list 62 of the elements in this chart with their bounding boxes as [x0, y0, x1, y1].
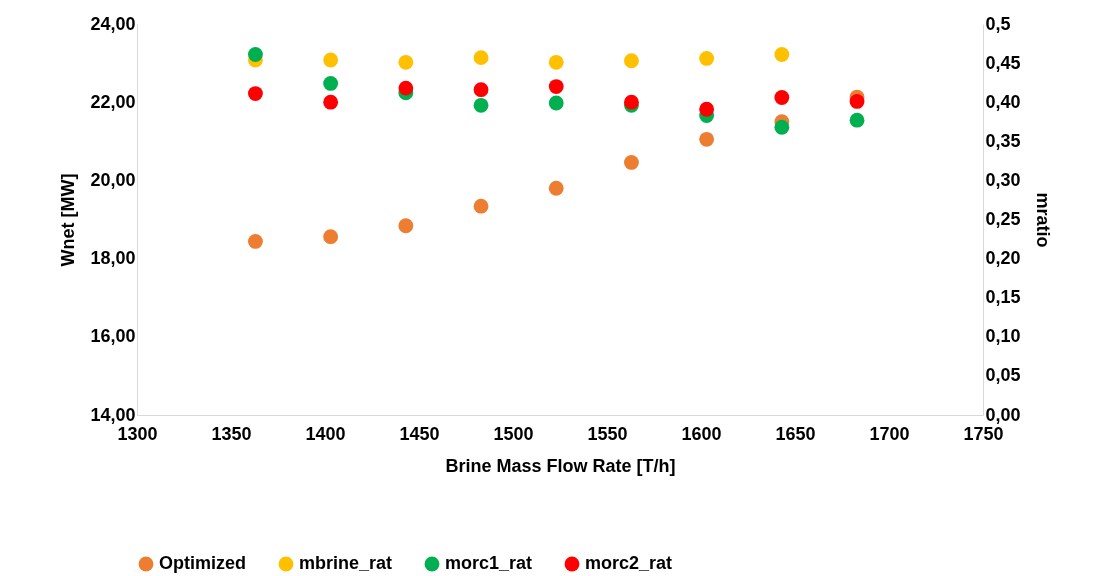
point	[849, 112, 865, 128]
point	[248, 47, 263, 62]
point	[248, 233, 263, 249]
point	[548, 79, 564, 94]
y-tick-label: 20,00	[90, 169, 136, 190]
point	[624, 155, 639, 170]
x-tick-label: 1650	[775, 423, 816, 444]
point	[473, 82, 489, 98]
y2-tick-label: 0,20	[985, 248, 1021, 269]
y2-tick-label: 0,45	[985, 52, 1021, 73]
x-tick-label: 1400	[305, 423, 346, 444]
y2-tick-label: 0,10	[985, 326, 1021, 347]
point	[473, 97, 489, 113]
point	[398, 54, 414, 70]
point	[849, 94, 865, 109]
point	[624, 53, 639, 69]
x-tick-label: 1350	[211, 423, 252, 444]
legend-label: mbrine_rat	[299, 553, 393, 573]
point	[548, 180, 564, 196]
x-tick-label: 1750	[963, 423, 1004, 444]
point	[548, 95, 564, 111]
legend-label: morc1_rat	[445, 553, 533, 573]
x-tick-label: 1550	[587, 423, 628, 444]
point	[398, 80, 414, 96]
point	[774, 90, 790, 105]
y-tick-label: 16,00	[90, 326, 136, 347]
y-tick-label: 24,00	[90, 13, 136, 34]
point	[473, 50, 489, 66]
x-tick-label: 1300	[117, 423, 158, 444]
y2-tick-label: 0,00	[985, 404, 1021, 425]
y-tick-label: 14,00	[90, 404, 136, 425]
legend-label: morc2_rat	[585, 553, 673, 573]
y2-tick-label: 0,15	[985, 287, 1021, 308]
point	[699, 131, 715, 147]
point	[323, 229, 339, 245]
y-tick-label: 22,00	[90, 91, 136, 112]
y2-tick-label: 0,05	[985, 365, 1021, 386]
x-tick-label: 1450	[399, 423, 440, 444]
point	[548, 54, 564, 70]
point	[398, 218, 414, 234]
point	[323, 76, 339, 91]
point	[699, 51, 715, 66]
point	[323, 94, 339, 110]
point	[699, 101, 715, 117]
x-axis-title: Brine Mass Flow Rate [T/h]	[445, 455, 676, 476]
x-tick-label: 1600	[681, 423, 722, 444]
x-tick-label: 1500	[493, 423, 534, 444]
y2-axis-title: mratio	[1032, 192, 1053, 248]
y-axis-title: Wnet [MW]	[58, 173, 79, 267]
point	[248, 86, 263, 101]
point	[323, 52, 339, 68]
y-tick-label: 18,00	[90, 248, 136, 269]
point	[774, 119, 790, 135]
x-tick-label: 1700	[869, 423, 910, 444]
y2-tick-label: 0,5	[985, 13, 1011, 34]
y2-tick-label: 0,30	[985, 169, 1021, 190]
legend-label: Optimized	[159, 553, 247, 573]
point	[774, 47, 790, 62]
y2-tick-label: 0,35	[985, 130, 1021, 151]
point	[473, 198, 489, 214]
y2-tick-label: 0,25	[985, 209, 1021, 229]
y2-tick-label: 0,40	[985, 91, 1021, 112]
